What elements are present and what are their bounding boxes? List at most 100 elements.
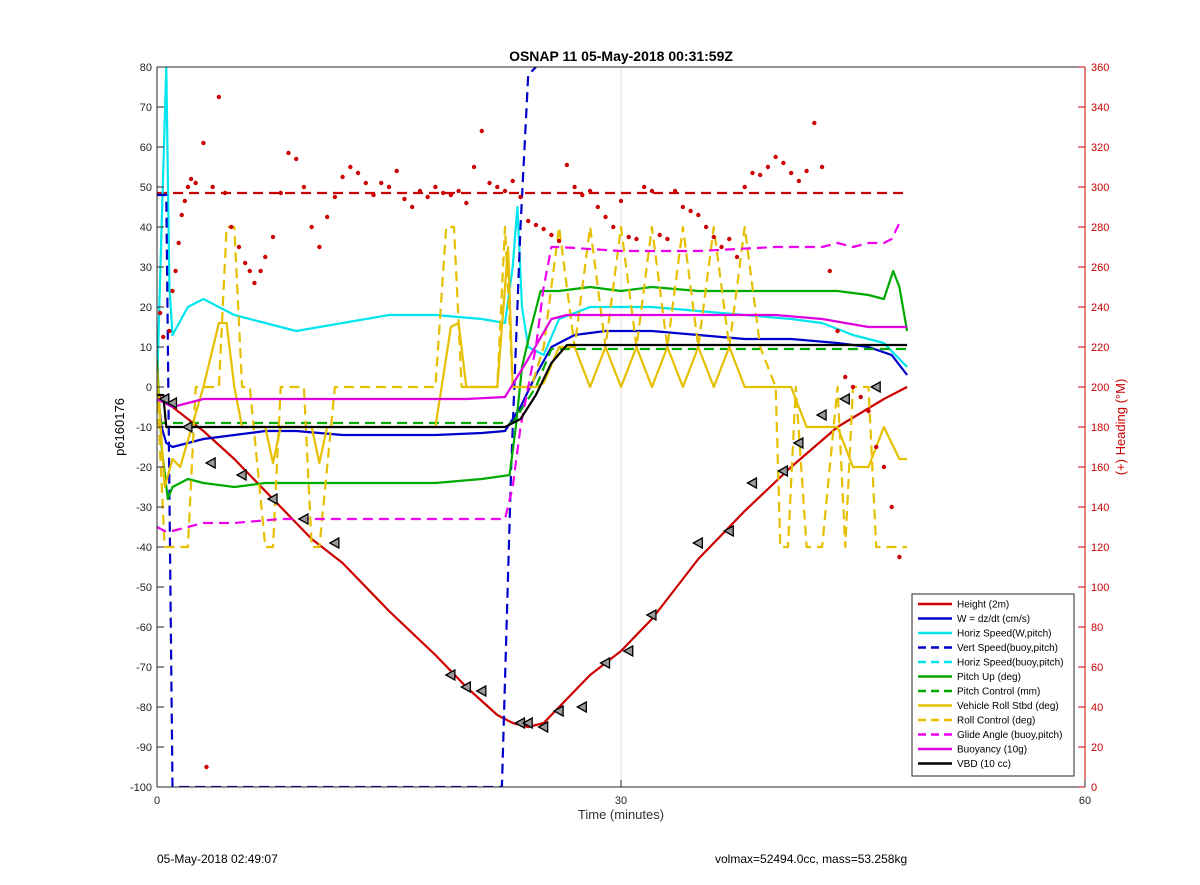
legend: Height (2m) W = dz/dt (cm/s) Horiz Speed(W… (911, 593, 1075, 777)
heading-point-32 (332, 194, 338, 200)
y2-tick-label-0: 0 (1091, 782, 1097, 794)
heading-point-55 (510, 178, 515, 184)
heading-point-14 (210, 184, 215, 190)
y-tick-label-12: 20 (140, 302, 152, 314)
heading-point-78 (688, 208, 693, 214)
heading-point-27 (294, 156, 299, 162)
y2-tick-label-3: 60 (1091, 662, 1103, 674)
heading-point-65 (587, 188, 593, 194)
heading-point-60 (549, 232, 554, 238)
y2-tick-label-14: 280 (1091, 222, 1109, 234)
marker-0-13 (537, 720, 549, 734)
heading-point-79 (696, 212, 701, 218)
heading-point-12 (201, 140, 206, 146)
y-tick-label-15: 50 (140, 182, 152, 194)
heading-point-17 (229, 224, 234, 230)
marker-0-25 (838, 392, 850, 406)
x-axis-label: Time (minutes) (578, 807, 664, 822)
heading-point-50 (471, 164, 477, 170)
y2-tick-label-4: 80 (1091, 622, 1103, 634)
heading-point-61 (556, 238, 562, 244)
marker-0-12 (521, 716, 533, 730)
x-tick-label-1: 30 (615, 795, 627, 807)
marker-0-0 (158, 392, 170, 406)
heading-point-43 (417, 188, 423, 194)
y-axis-label: p6160176 (112, 398, 127, 456)
heading-point-28 (301, 184, 307, 190)
heading-point-90 (781, 160, 786, 166)
heading-point-8 (182, 198, 188, 204)
series-line-11 (157, 343, 908, 429)
y2-tick-label-1: 20 (1091, 742, 1103, 754)
y-tick-label-13: 30 (140, 262, 152, 274)
chart-title: OSNAP 11 05-May-2018 00:31:59Z (509, 48, 733, 64)
marker-0-2 (181, 420, 193, 434)
legend-label-3: Vert Speed(buoy,pitch) (957, 643, 1058, 654)
y-tick-label-1: -90 (136, 742, 152, 754)
marker-0-20 (722, 524, 734, 538)
heading-point-74 (657, 232, 662, 238)
heading-point-103 (881, 464, 887, 470)
legend-label-10: Buoyancy (10g) (957, 745, 1027, 756)
marker-0-3 (204, 456, 216, 470)
heading-point-10 (188, 176, 194, 182)
y2-axis-label: (+) Heading (°M) (1113, 379, 1128, 476)
y2-tick-label-9: 180 (1091, 422, 1109, 434)
heading-point-23 (263, 254, 268, 260)
y-tick-label-8: -20 (136, 462, 152, 474)
legend-label-1: W = dz/dt (cm/s) (957, 614, 1030, 625)
heading-point-31 (324, 214, 330, 220)
heading-point-73 (649, 188, 655, 194)
heading-point-95 (819, 164, 825, 170)
marker-0-5 (266, 492, 278, 506)
series-line-10 (157, 313, 908, 409)
series-line-0 (157, 386, 908, 729)
heading-point-100 (858, 394, 863, 400)
heading-point-33 (340, 174, 345, 180)
heading-point-105 (897, 554, 902, 560)
legend-label-6: Pitch Control (mm) (957, 687, 1040, 698)
y2-tick-label-18: 360 (1091, 62, 1109, 74)
heading-point-69 (618, 198, 624, 204)
heading-point-82 (719, 244, 724, 250)
marker-0-10 (475, 684, 487, 698)
legend-label-5: Pitch Up (deg) (957, 672, 1021, 683)
heading-point-36 (363, 180, 368, 186)
heading-point-104 (889, 504, 894, 510)
heading-point-20 (247, 268, 252, 274)
y2-tick-label-6: 120 (1091, 542, 1109, 554)
heading-point-67 (603, 214, 608, 220)
y-tick-label-16: 60 (140, 142, 152, 154)
series-line-8 (157, 225, 908, 549)
marker-0-7 (328, 536, 340, 550)
y2-tick-label-8: 160 (1091, 462, 1109, 474)
heading-point-48 (456, 188, 461, 194)
marker-0-24 (815, 408, 827, 422)
marker-0-17 (622, 644, 634, 658)
heading-point-41 (402, 196, 407, 202)
heading-point-102 (874, 444, 879, 450)
y2-tick-label-10: 200 (1091, 382, 1109, 394)
heading-point-21 (252, 280, 257, 286)
heading-point-46 (440, 190, 446, 196)
y-tick-label-14: 40 (140, 222, 152, 234)
y2-tick-label-13: 260 (1091, 262, 1109, 274)
marker-0-4 (235, 468, 247, 482)
heading-point-5 (173, 268, 178, 274)
heading-point-66 (595, 204, 600, 210)
heading-point-6 (176, 240, 181, 246)
marker-0-9 (459, 680, 471, 694)
heading-point-62 (564, 162, 570, 168)
heading-point-39 (386, 184, 392, 190)
y-tick-label-18: 80 (140, 62, 152, 74)
marker-0-23 (792, 436, 804, 450)
heading-point-18 (236, 244, 242, 250)
x-tick-label-2: 60 (1079, 795, 1091, 807)
marker-0-1 (166, 396, 178, 410)
heading-point-59 (541, 226, 546, 232)
heading-point-80 (703, 224, 709, 230)
marker-0-22 (777, 464, 789, 478)
heading-point-57 (526, 218, 531, 224)
marker-0-16 (599, 656, 611, 670)
heading-point-4 (170, 288, 175, 294)
